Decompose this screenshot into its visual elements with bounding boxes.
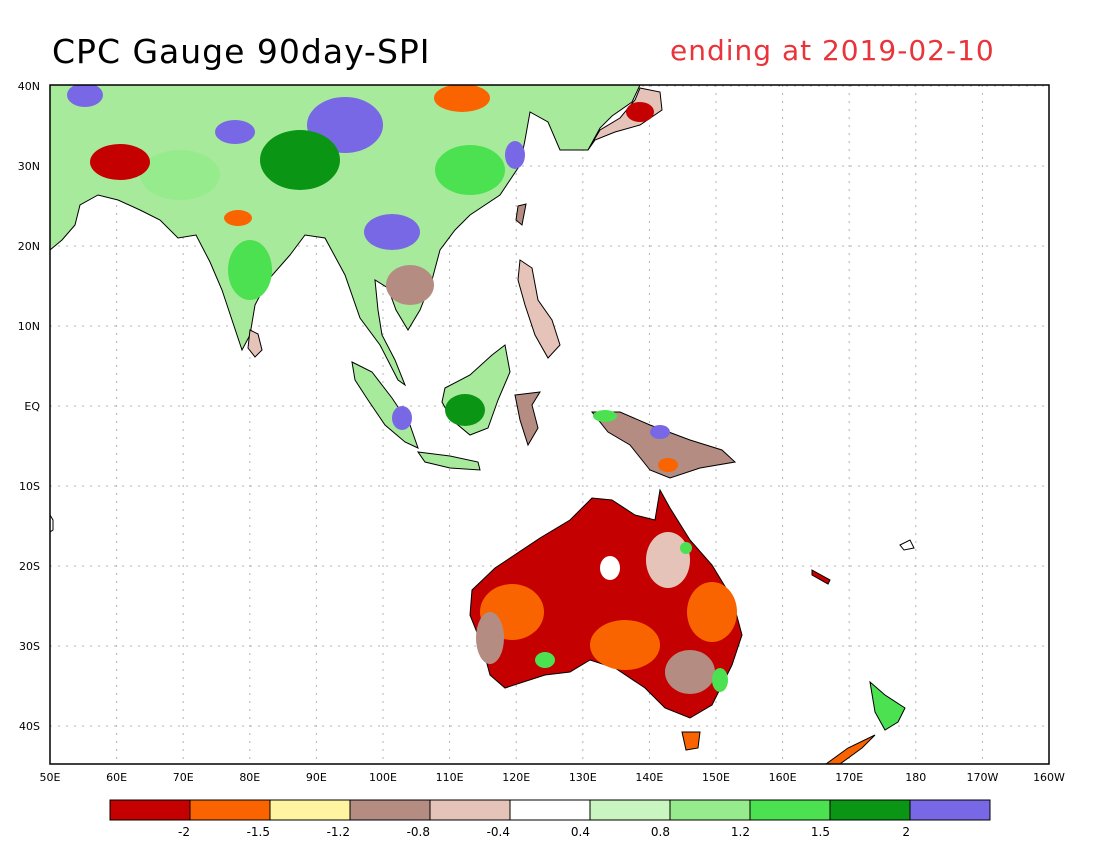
legend-swatch <box>189 799 271 821</box>
legend-swatch <box>749 799 831 821</box>
lat-label: 10N <box>18 320 40 333</box>
lon-label: 80E <box>239 771 260 784</box>
sri-lanka <box>247 329 263 358</box>
legend-tick-label: 1.5 <box>811 825 830 839</box>
new-guinea <box>590 411 737 479</box>
spi-patch <box>435 145 505 195</box>
legend-swatch <box>829 799 911 821</box>
legend-swatch <box>669 799 751 821</box>
lat-label: 40N <box>18 80 40 93</box>
spi-patch <box>665 650 715 694</box>
spi-patch <box>364 214 420 250</box>
fiji <box>899 539 915 551</box>
sulawesi <box>514 391 541 447</box>
spi-patch <box>392 406 412 430</box>
legend-tick-label: 1.2 <box>731 825 750 839</box>
legend-tick-label: -2 <box>178 825 190 839</box>
latitude-labels: 40N 30N 20N 10N EQ 10S 20S 30S 40S <box>18 80 41 733</box>
legend-swatch <box>349 799 431 821</box>
lon-label: 170E <box>835 771 863 784</box>
spi-anomaly-layer <box>67 85 737 694</box>
lon-label: 100E <box>369 771 397 784</box>
spi-patch <box>260 130 340 190</box>
java <box>416 451 481 471</box>
spi-patch <box>215 120 255 144</box>
spi-patch <box>712 668 728 692</box>
spi-patch <box>67 85 103 107</box>
lon-label: 140E <box>635 771 663 784</box>
legend-tick-label: -1.2 <box>327 825 350 839</box>
lat-label: 20N <box>18 240 40 253</box>
map-frame <box>49 84 1050 765</box>
philippines <box>517 259 561 359</box>
sumatra <box>351 361 419 449</box>
spi-patch <box>140 150 220 200</box>
lat-label: 40S <box>19 720 40 733</box>
lat-label: EQ <box>24 400 40 413</box>
new-caledonia <box>811 569 831 585</box>
lat-label: 10S <box>19 480 40 493</box>
lon-label: 160E <box>769 771 797 784</box>
spi-patch <box>658 458 678 472</box>
lat-label: 20S <box>19 560 40 573</box>
legend-tick-label: -0.4 <box>487 825 510 839</box>
spi-patch <box>445 394 485 426</box>
legend-swatch <box>429 799 511 821</box>
color-legend: -2 -1.5 -1.2 -0.8 -0.4 0.4 0.8 1.2 1.5 2 <box>109 799 991 839</box>
longitude-labels: 50E 60E 70E 80E 90E 100E 110E 120E 130E 140E 150E 1… <box>40 771 1066 784</box>
lon-label: 50E <box>40 771 61 784</box>
lon-label: 160W <box>1033 771 1065 784</box>
new-zealand-south <box>825 734 876 764</box>
lon-label: 90E <box>306 771 327 784</box>
legend-swatch <box>909 799 991 821</box>
spi-patch <box>224 210 252 226</box>
lon-label: 180 <box>905 771 926 784</box>
spi-patch <box>90 144 150 180</box>
spi-patch <box>228 240 272 300</box>
legend-tick-label: -1.5 <box>247 825 270 839</box>
spi-patch <box>535 652 555 668</box>
legend-swatch <box>509 799 591 821</box>
spi-patch <box>386 265 434 305</box>
spi-patch <box>687 582 737 642</box>
legend-tick-label: -0.8 <box>407 825 430 839</box>
lat-label: 30N <box>18 160 40 173</box>
tasmania <box>681 731 701 751</box>
lon-label: 60E <box>106 771 127 784</box>
spi-patch <box>476 612 504 664</box>
spi-patch <box>434 85 490 112</box>
legend-tick-label: 0.8 <box>651 825 670 839</box>
spi-patch <box>626 102 654 122</box>
spi-patch <box>650 425 670 439</box>
lon-label: 130E <box>569 771 597 784</box>
legend-tick-label: 2 <box>902 825 910 839</box>
spi-patch <box>590 620 660 670</box>
date-label: ending at 2019-02-10 <box>670 34 995 67</box>
lon-label: 120E <box>502 771 530 784</box>
legend-swatch <box>269 799 351 821</box>
legend-swatch <box>109 799 191 821</box>
spi-patch <box>680 542 692 554</box>
spi-patch <box>646 532 690 588</box>
spi-patch <box>600 556 620 580</box>
taiwan <box>515 203 527 226</box>
lon-label: 70E <box>173 771 194 784</box>
spi-patch <box>593 410 617 422</box>
spi-patch <box>505 141 525 169</box>
lon-label: 110E <box>436 771 464 784</box>
new-zealand-north <box>869 680 906 731</box>
lon-label: 150E <box>702 771 730 784</box>
legend-swatch <box>589 799 671 821</box>
map-title: CPC Gauge 90day-SPI <box>52 32 431 71</box>
lon-label: 170W <box>966 771 998 784</box>
lat-label: 30S <box>19 640 40 653</box>
legend-tick-label: 0.4 <box>571 825 590 839</box>
